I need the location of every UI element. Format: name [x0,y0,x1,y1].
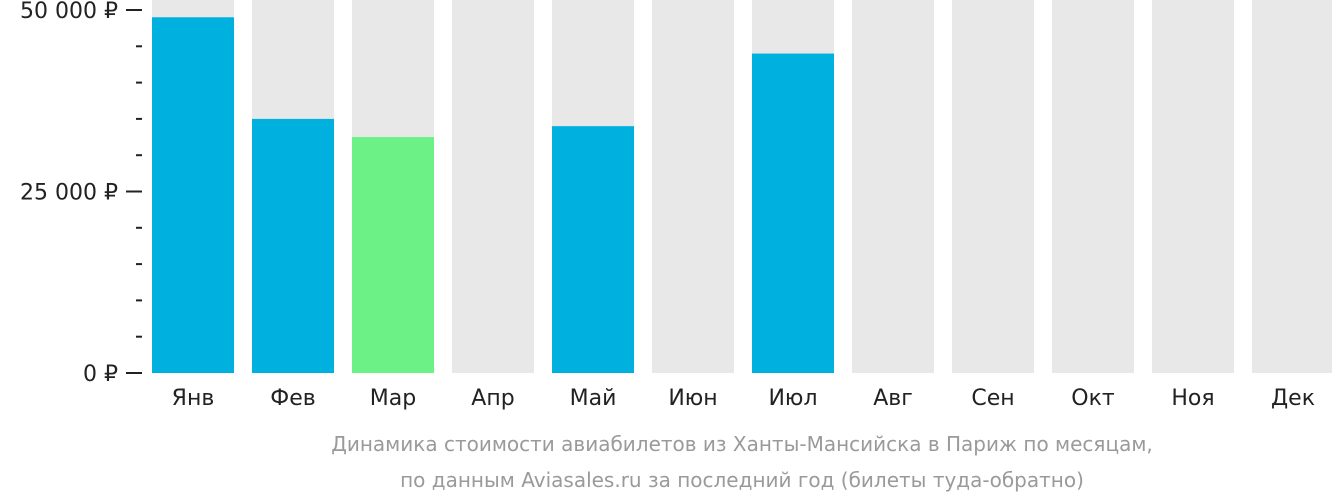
background-column-month-11 [1152,0,1234,373]
x-tick-label-month-11: Ноя [1171,386,1214,411]
x-tick-label-month-10: Окт [1071,386,1115,411]
y-tick-label: 0 ₽ [83,362,118,387]
background-column-month-10 [1052,0,1134,373]
y-tick-label: 25 000 ₽ [20,181,118,206]
x-tick-label-month-7: Июл [768,386,817,411]
x-tick-label-month-8: Авг [873,386,913,411]
bar-month-7[interactable] [752,53,834,374]
bar-month-2[interactable] [252,118,334,374]
bar-month-3[interactable] [352,137,434,373]
x-tick-label-month-3: Мар [370,386,416,411]
x-tick-label-month-6: Июн [668,386,717,411]
x-tick-label-month-12: Дек [1271,386,1315,411]
x-tick-label-month-1: Янв [172,386,215,411]
x-tick-label-month-4: Апр [471,386,514,411]
background-column-month-4 [452,0,534,373]
background-column-month-8 [852,0,934,373]
x-tick-label-month-9: Сен [971,386,1014,411]
background-column-month-6 [652,0,734,373]
caption-line-1: Динамика стоимости авиабилетов из Ханты-… [331,432,1153,456]
caption-line-2: по данным Aviasales.ru за последний год … [400,468,1084,492]
background-column-month-9 [952,0,1034,373]
x-tick-label-month-5: Май [570,386,617,411]
x-tick-label-month-2: Фев [270,386,315,411]
x-axis: Янв Фев Мар Апр Май Июн Июл Авг Сен Окт Ноя Дек [172,386,1315,411]
background-column-month-12 [1252,0,1332,373]
y-axis: 0 ₽ 25 000 ₽ 50 000 ₽ [20,0,142,387]
y-tick-label: 50 000 ₽ [20,0,118,24]
bar-month-1[interactable] [152,17,234,373]
price-bars [152,17,834,374]
bar-month-5[interactable] [552,126,634,373]
chart-caption: Динамика стоимости авиабилетов из Ханты-… [331,432,1153,492]
